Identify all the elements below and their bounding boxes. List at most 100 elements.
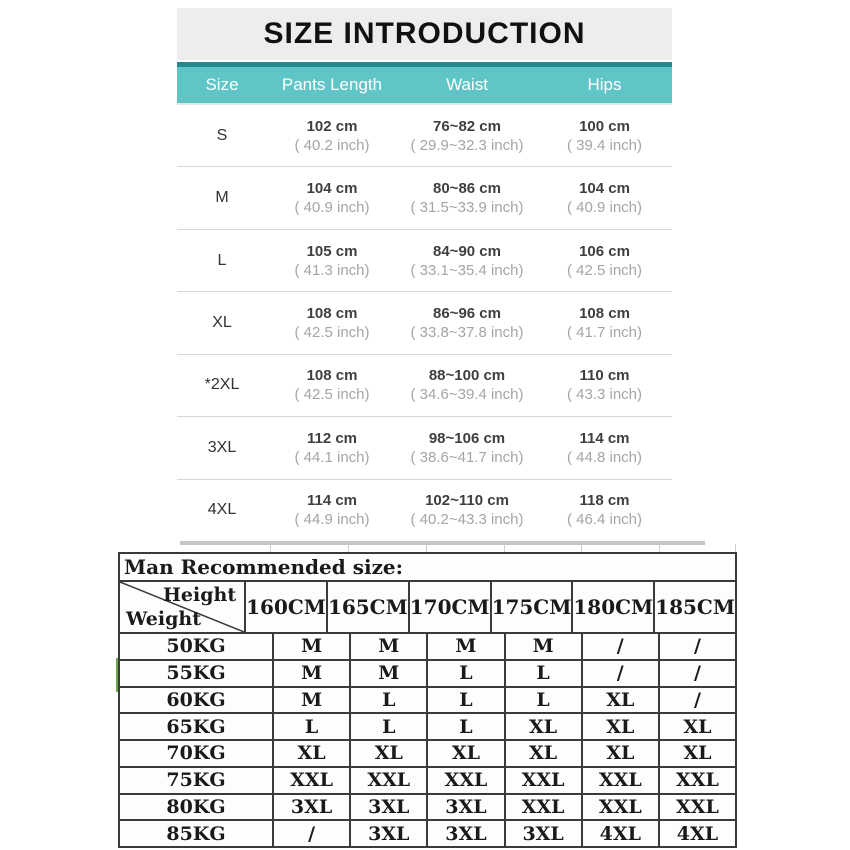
size-value: M xyxy=(272,634,349,659)
size-value: XXL xyxy=(657,767,735,793)
column-header-size: Size xyxy=(205,75,239,94)
weight-label: 65KG xyxy=(166,715,226,738)
size-label: *2XL xyxy=(204,376,240,394)
size-value: / xyxy=(272,821,349,846)
gridline-stub xyxy=(504,544,505,552)
waist-inch: ( 29.9~32.3 inch) xyxy=(410,136,524,154)
table-row-2xl: *2XL 108 cm( 42.5 inch) 88~100 cm( 34.6~… xyxy=(177,355,672,418)
hips-inch: ( 41.7 inch) xyxy=(566,323,643,341)
page-title: SIZE INTRODUCTION xyxy=(177,8,672,60)
size-value: XXL xyxy=(349,767,426,793)
size-label: M xyxy=(215,189,229,207)
height-column-180cm: 180CM xyxy=(571,582,653,632)
gridline-stub xyxy=(426,544,427,552)
weight-row-60kg: 60KG M L L L XL / xyxy=(120,687,735,715)
size-label: S xyxy=(216,126,228,144)
height-column-175cm: 175CM xyxy=(489,582,571,632)
hips-cm: 118 cm xyxy=(579,492,630,510)
size-value: M xyxy=(349,634,426,659)
size-value: / xyxy=(657,660,735,686)
weight-label: 75KG xyxy=(166,769,226,792)
gridline-artifact xyxy=(180,541,705,545)
size-value: / xyxy=(657,687,735,713)
size-value: XXL xyxy=(503,794,581,820)
size-value: XL xyxy=(503,714,581,739)
size-table-body: S 102 cm( 40.2 inch) 76~82 cm( 29.9~32.3… xyxy=(177,103,672,541)
gridline-stub xyxy=(659,544,660,552)
size-value: L xyxy=(272,714,349,739)
waist-inch: ( 31.5~33.9 inch) xyxy=(410,199,524,217)
hips-cm: 106 cm xyxy=(579,242,630,260)
hips-cm: 100 cm xyxy=(579,117,630,135)
waist-cm: 80~86 cm xyxy=(433,180,501,198)
size-value: XXL xyxy=(580,794,658,820)
hips-cm: 108 cm xyxy=(579,304,630,322)
pants-cm: 108 cm xyxy=(306,367,358,385)
hips-inch: ( 40.9 inch) xyxy=(566,199,643,217)
hips-inch: ( 42.5 inch) xyxy=(566,261,643,279)
pants-cm: 112 cm xyxy=(306,429,358,447)
column-header-pants-length: Pants Length xyxy=(281,75,383,94)
pants-cm: 108 cm xyxy=(306,304,358,322)
recommended-size-header: Height Weight 160CM 165CM 170CM 175CM 18… xyxy=(120,582,735,634)
size-value: XXL xyxy=(272,767,349,793)
column-header-waist: Waist xyxy=(446,75,488,94)
waist-inch: ( 40.2~43.3 inch) xyxy=(410,511,524,529)
recommended-size-title: Man Recommended size: xyxy=(120,554,735,582)
size-label: 4XL xyxy=(207,501,237,519)
size-value: 4XL xyxy=(657,821,735,846)
size-value: M xyxy=(503,634,581,659)
waist-cm: 76~82 cm xyxy=(433,117,501,135)
size-value: XL xyxy=(657,741,735,766)
size-value: L xyxy=(426,660,503,686)
weight-label: 55KG xyxy=(166,662,226,685)
size-value: XL xyxy=(580,687,658,713)
pants-inch: ( 41.3 inch) xyxy=(294,261,370,279)
pants-inch: ( 44.9 inch) xyxy=(294,511,370,529)
weight-row-65kg: 65KG L L L XL XL XL xyxy=(120,714,735,741)
waist-inch: ( 33.1~35.4 inch) xyxy=(410,261,524,279)
waist-inch: ( 34.6~39.4 inch) xyxy=(410,386,524,404)
table-row-l: L 105 cm( 41.3 inch) 84~90 cm( 33.1~35.4… xyxy=(177,230,672,293)
size-value: XXL xyxy=(426,767,503,793)
weight-row-50kg: 50KG M M M M / / xyxy=(120,634,735,661)
hips-inch: ( 46.4 inch) xyxy=(566,511,643,529)
column-header-hips: Hips xyxy=(587,75,622,94)
pants-inch: ( 42.5 inch) xyxy=(294,323,370,341)
hips-cm: 114 cm xyxy=(579,429,630,447)
size-label: L xyxy=(217,251,227,269)
height-weight-corner-cell: Height Weight xyxy=(120,582,245,632)
size-value: L xyxy=(503,687,581,713)
size-value: XXL xyxy=(503,767,581,793)
waist-cm: 102~110 cm xyxy=(425,492,509,510)
pants-cm: 114 cm xyxy=(306,492,358,510)
corner-weight-label: Weight xyxy=(126,608,201,630)
height-column-185cm: 185CM xyxy=(653,582,735,632)
pants-inch: ( 42.5 inch) xyxy=(294,386,370,404)
waist-inch: ( 33.8~37.8 inch) xyxy=(410,323,524,341)
size-value: / xyxy=(580,634,658,659)
size-value: XL xyxy=(580,714,658,739)
weight-row-55kg: 55KG M M L L / / xyxy=(120,660,735,688)
pants-cm: 105 cm xyxy=(306,242,358,260)
size-value: L xyxy=(503,660,581,686)
weight-row-75kg: 75KG XXL XXL XXL XXL XXL XXL xyxy=(120,767,735,795)
pants-cm: 102 cm xyxy=(306,117,358,135)
table-row-xl: XL 108 cm( 42.5 inch) 86~96 cm( 33.8~37.… xyxy=(177,292,672,355)
size-value: M xyxy=(349,660,426,686)
size-value: M xyxy=(272,687,349,713)
size-table-header: Size Pants Length Waist Hips xyxy=(177,62,672,103)
size-value: XL xyxy=(426,741,503,766)
size-value: 3XL xyxy=(426,821,503,846)
height-column-165cm: 165CM xyxy=(325,582,408,632)
waist-inch: ( 38.6~41.7 inch) xyxy=(410,448,524,466)
height-column-160cm: 160CM xyxy=(244,582,326,632)
pants-inch: ( 40.2 inch) xyxy=(294,136,370,154)
size-value: XXL xyxy=(580,767,658,793)
size-value: L xyxy=(349,687,426,713)
size-value: 4XL xyxy=(580,821,658,846)
size-value: M xyxy=(272,660,349,686)
size-label: XL xyxy=(212,313,232,331)
size-value: XL xyxy=(272,741,349,766)
